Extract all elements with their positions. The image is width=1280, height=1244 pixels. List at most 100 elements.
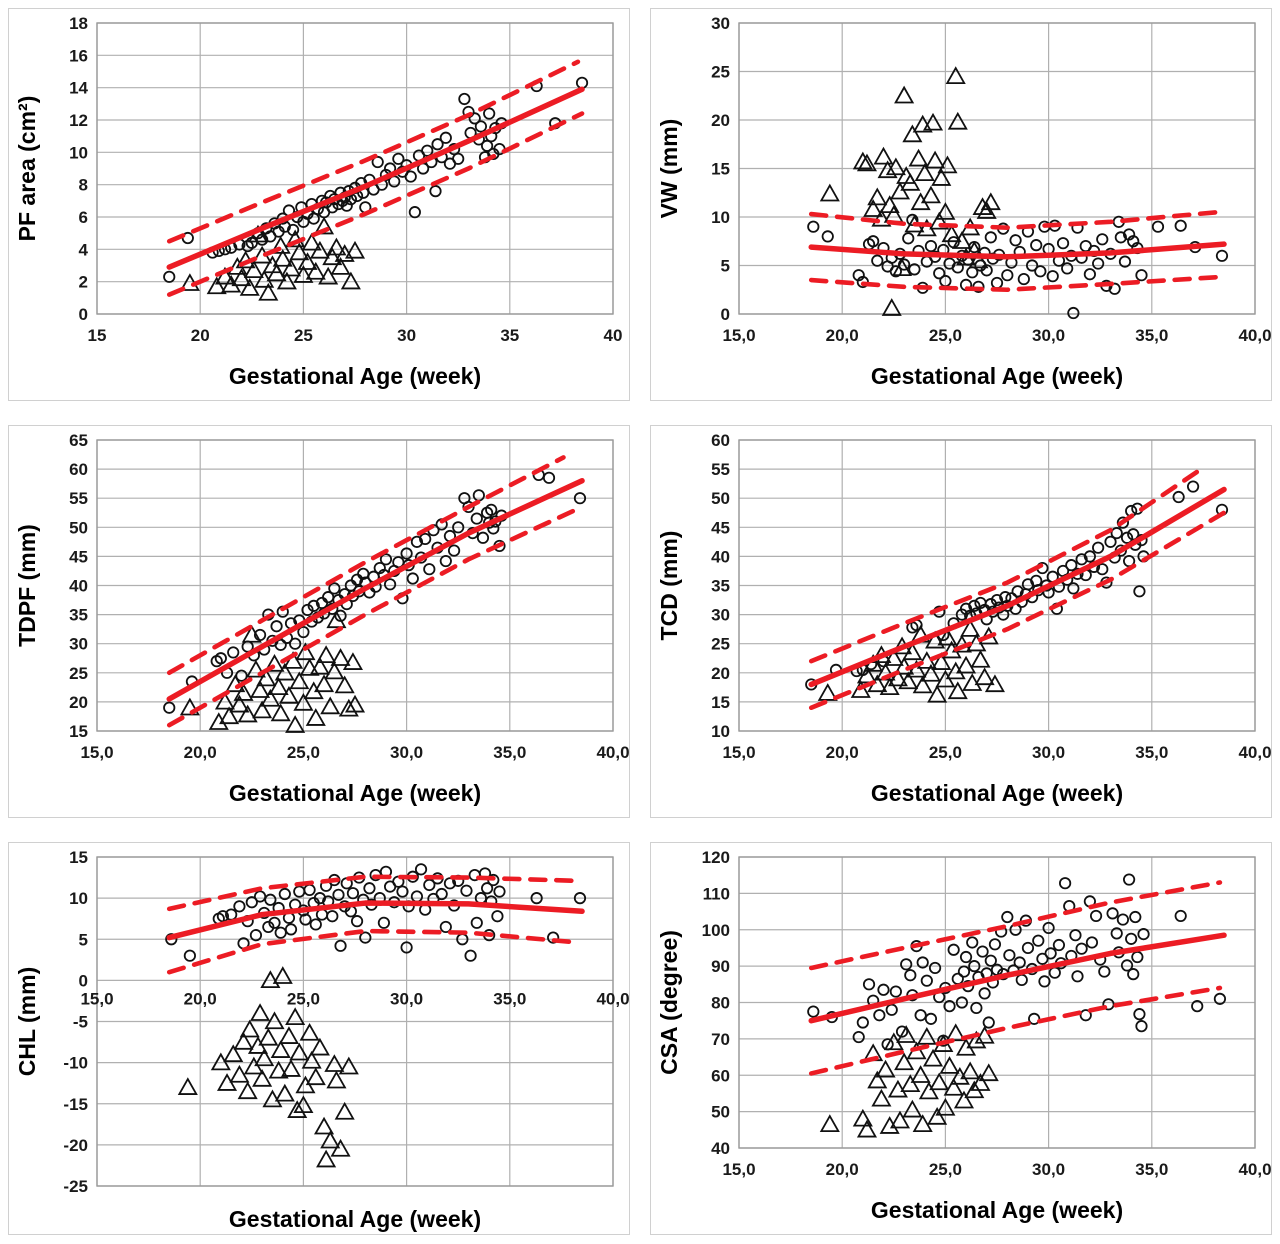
chl-chart: -25 -20 -15 -10 -5 0 5 10 15 15,0 20,0 25,0 30,0 35,0… [14,848,630,1232]
svg-text:CSA (degree): CSA (degree) [656,930,682,1075]
svg-text:40,0: 40,0 [596,743,629,762]
svg-text:Gestational Age (week): Gestational Age (week) [871,1197,1123,1223]
svg-text:15: 15 [88,326,107,345]
svg-text:65: 65 [69,431,88,450]
svg-text:25,0: 25,0 [287,989,320,1008]
svg-text:0: 0 [79,305,88,324]
svg-text:5: 5 [721,257,730,276]
svg-text:16: 16 [69,46,88,65]
svg-text:0: 0 [79,971,88,990]
svg-text:VW (mm): VW (mm) [656,119,682,219]
svg-text:120: 120 [702,848,730,867]
svg-text:55: 55 [711,460,730,479]
svg-text:30,0: 30,0 [390,743,423,762]
svg-text:PF area (cm²): PF area (cm²) [14,96,40,242]
svg-text:25: 25 [711,635,730,654]
svg-text:30: 30 [397,326,416,345]
svg-text:80: 80 [711,994,730,1013]
svg-text:35: 35 [69,606,88,625]
svg-text:15: 15 [69,722,88,741]
svg-text:25,0: 25,0 [929,326,962,345]
svg-text:30,0: 30,0 [1032,326,1065,345]
svg-text:20,0: 20,0 [826,743,859,762]
chart-panel-vw: 0 5 10 15 20 25 30 15,0 20,0 25,0 30,0 35,0 40,0 Gest… [650,8,1272,401]
chart-panel-tdpf: 15 20 25 30 35 40 45 50 55 60 65 15,0 20,0 25,0 30,0 35… [8,425,630,818]
svg-text:60: 60 [711,431,730,450]
svg-text:40,0: 40,0 [596,989,629,1008]
svg-text:55: 55 [69,489,88,508]
svg-text:4: 4 [79,240,89,259]
svg-text:40,0: 40,0 [1238,743,1271,762]
svg-text:CHL (mm): CHL (mm) [14,967,40,1076]
svg-text:15,0: 15,0 [722,1160,755,1179]
chart-panel-csa: 40 50 60 70 80 90 100 110 120 15,0 20,0 25,0 30,0 35,… [650,842,1272,1235]
svg-text:Gestational Age (week): Gestational Age (week) [229,363,481,389]
svg-text:100: 100 [702,921,730,940]
svg-text:18: 18 [69,14,88,33]
svg-text:60: 60 [711,1066,730,1085]
svg-text:90: 90 [711,957,730,976]
svg-text:-25: -25 [63,1177,88,1196]
svg-text:30,0: 30,0 [1032,1160,1065,1179]
svg-text:Gestational Age (week): Gestational Age (week) [229,1206,481,1232]
svg-text:35: 35 [500,326,519,345]
svg-text:30: 30 [711,606,730,625]
svg-text:10: 10 [711,208,730,227]
svg-text:45: 45 [69,547,88,566]
svg-text:Gestational Age (week): Gestational Age (week) [229,780,481,806]
svg-text:Gestational Age (week): Gestational Age (week) [871,780,1123,806]
svg-text:20,0: 20,0 [826,326,859,345]
svg-text:5: 5 [79,930,88,949]
chart-panel-chl: -25 -20 -15 -10 -5 0 5 10 15 15,0 20,0 25,0 30,0 35,0… [8,842,630,1235]
svg-text:20: 20 [69,693,88,712]
svg-text:TDPF (mm): TDPF (mm) [14,524,40,647]
svg-text:30,0: 30,0 [390,989,423,1008]
svg-text:50: 50 [711,489,730,508]
svg-text:-10: -10 [63,1054,88,1073]
svg-text:20,0: 20,0 [184,989,217,1008]
svg-text:25: 25 [294,326,313,345]
svg-text:12: 12 [69,111,88,130]
svg-text:15,0: 15,0 [722,326,755,345]
svg-text:40,0: 40,0 [1238,326,1271,345]
svg-text:8: 8 [79,176,88,195]
svg-text:70: 70 [711,1030,730,1049]
svg-text:40: 40 [711,547,730,566]
svg-text:25: 25 [69,664,88,683]
tdpf-chart: 15 20 25 30 35 40 45 50 55 60 65 15,0 20,0 25,0 30,0 35… [14,431,630,806]
svg-text:2: 2 [79,273,88,292]
svg-text:20: 20 [711,664,730,683]
svg-text:35,0: 35,0 [1135,326,1168,345]
svg-text:20: 20 [711,111,730,130]
svg-text:10: 10 [711,722,730,741]
svg-text:20,0: 20,0 [184,743,217,762]
svg-text:15,0: 15,0 [722,743,755,762]
svg-text:30: 30 [711,14,730,33]
svg-text:20: 20 [191,326,210,345]
svg-text:TCD (mm): TCD (mm) [656,531,682,641]
svg-text:6: 6 [79,208,88,227]
svg-text:40: 40 [711,1139,730,1158]
tcd-chart: 10 15 20 25 30 35 40 45 50 55 60 15,0 20,0 25,0 30,0 35… [656,431,1272,806]
svg-text:14: 14 [69,79,88,98]
svg-text:15,0: 15,0 [80,743,113,762]
svg-text:30: 30 [69,635,88,654]
svg-text:0: 0 [721,305,730,324]
svg-text:25,0: 25,0 [287,743,320,762]
svg-text:35,0: 35,0 [1135,743,1168,762]
svg-text:20,0: 20,0 [826,1160,859,1179]
svg-text:Gestational Age (week): Gestational Age (week) [871,363,1123,389]
svg-text:25,0: 25,0 [929,1160,962,1179]
svg-text:30,0: 30,0 [1032,743,1065,762]
chart-panel-tcd: 10 15 20 25 30 35 40 45 50 55 60 15,0 20,0 25,0 30,0 35… [650,425,1272,818]
svg-text:10: 10 [69,889,88,908]
svg-text:15: 15 [69,848,88,867]
svg-text:15: 15 [711,160,730,179]
svg-text:50: 50 [711,1103,730,1122]
vw-chart: 0 5 10 15 20 25 30 15,0 20,0 25,0 30,0 35,0 40,0 Gest… [656,14,1272,389]
svg-text:60: 60 [69,460,88,479]
svg-text:40: 40 [69,577,88,596]
svg-text:15: 15 [711,693,730,712]
svg-text:25: 25 [711,63,730,82]
